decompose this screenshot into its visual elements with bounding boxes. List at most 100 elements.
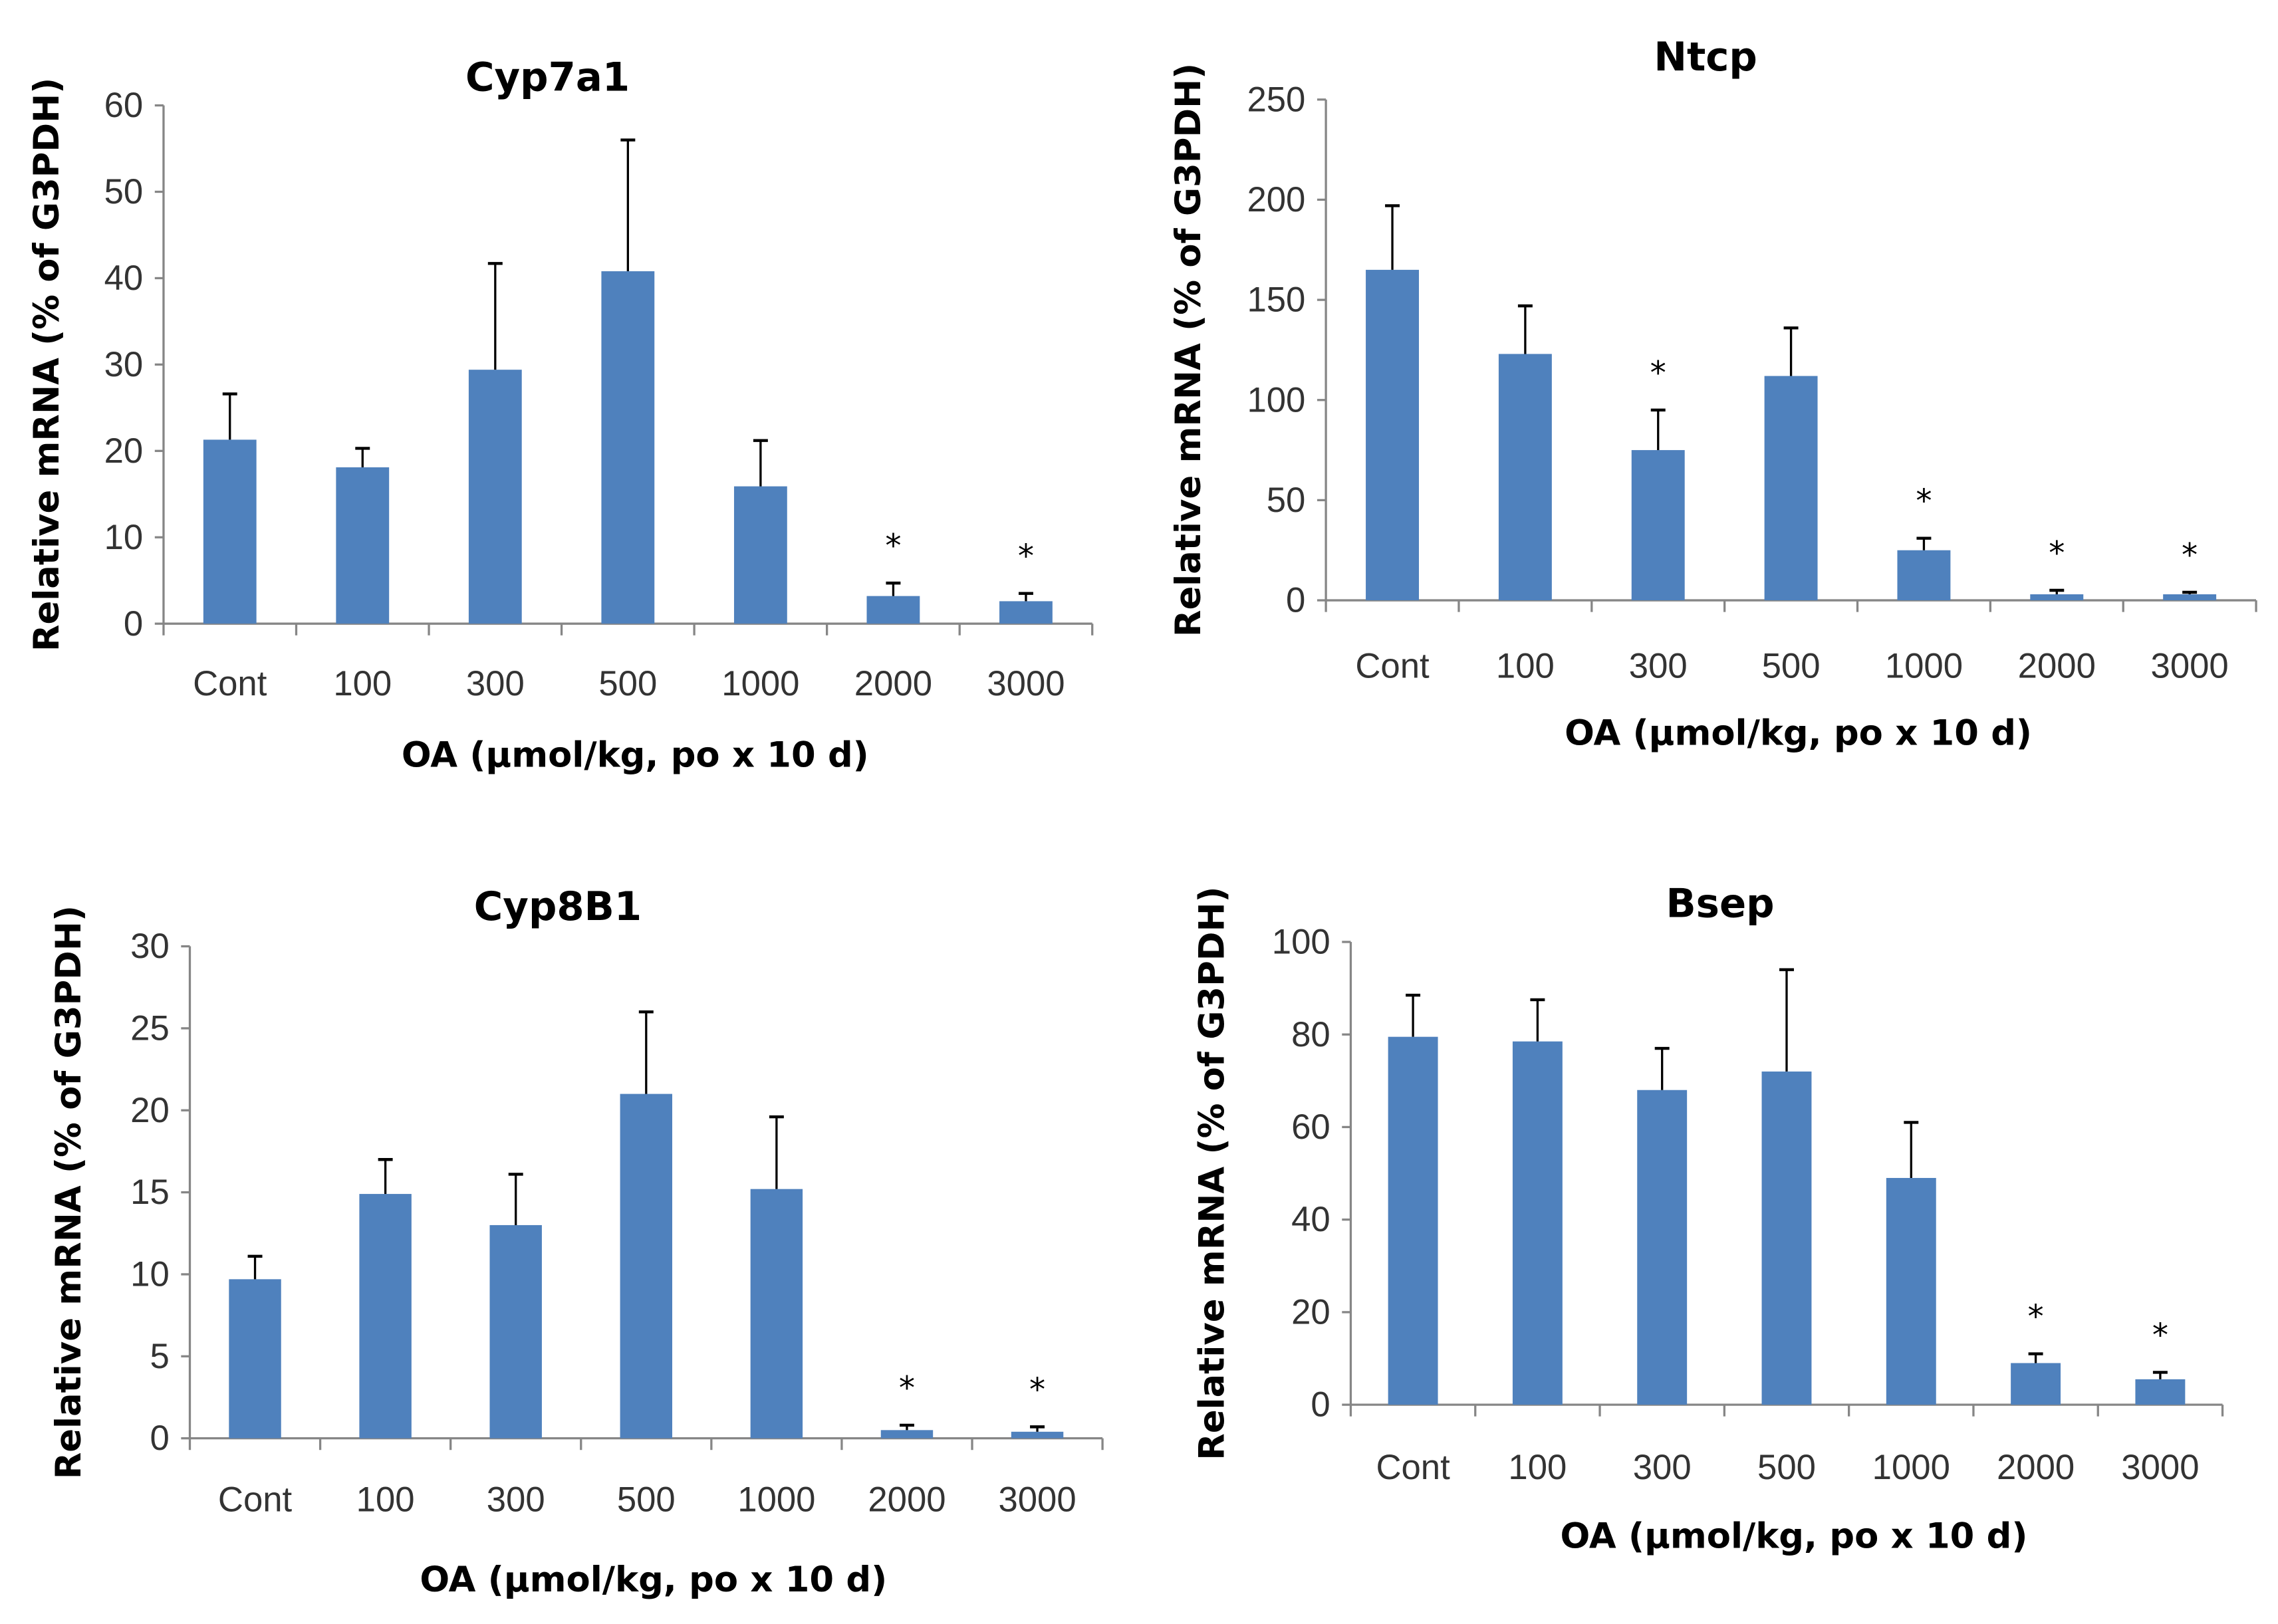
x-tick-label: Cont xyxy=(1355,646,1430,685)
x-tick-label: 3000 xyxy=(998,1480,1076,1519)
bar-500 xyxy=(1761,1071,1812,1405)
x-tick-label: 2000 xyxy=(2018,646,2096,685)
x-tick-label: 2000 xyxy=(1997,1448,2075,1487)
chart-cyp7a1: Cyp7a1 0 10 20 30 40 50 60 Cont 100 300 500 1000 2000… xyxy=(27,55,1094,775)
x-tick-label: 3000 xyxy=(2121,1448,2199,1487)
chart-cyp8b1: Cyp8B1 0 5 10 15 20 25 30 Cont 100 300 500 1000 2000 *… xyxy=(49,883,1104,1600)
y-tick-label: 20 xyxy=(130,1091,170,1130)
y-tick-label: 0 xyxy=(124,604,143,643)
x-tick-label: 3000 xyxy=(2151,646,2229,685)
significance-marker: * xyxy=(899,1369,915,1407)
y-tick-label: 200 xyxy=(1247,180,1305,219)
y-tick-label: 40 xyxy=(104,259,144,298)
x-tick-label: 2000 xyxy=(854,664,932,703)
bar-100 xyxy=(359,1194,412,1439)
significance-marker: * xyxy=(2049,534,2065,572)
bar-500 xyxy=(601,271,655,624)
significance-marker: * xyxy=(1018,538,1034,575)
bar-cont xyxy=(1366,269,1420,601)
y-axis-label: Relative mRNA (% of G3PDH) xyxy=(49,905,89,1479)
bar-1000 xyxy=(1886,1178,1936,1405)
y-tick-label: 150 xyxy=(1247,281,1305,320)
significance-marker: * xyxy=(1650,354,1666,392)
bar-cont xyxy=(229,1279,281,1439)
y-axis-label: Relative mRNA (% of G3PDH) xyxy=(1192,886,1232,1460)
bar-1000 xyxy=(1897,550,1951,601)
x-tick-label: 1000 xyxy=(1872,1448,1950,1487)
bar-300 xyxy=(1637,1090,1688,1405)
x-tick-label: 100 xyxy=(333,664,392,703)
y-tick-label: 40 xyxy=(1291,1200,1330,1239)
bar-2000 xyxy=(880,1430,934,1439)
significance-marker: * xyxy=(1916,483,1932,520)
y-tick-label: 30 xyxy=(104,345,144,384)
y-tick-label: 10 xyxy=(104,518,144,557)
y-tick-label: 0 xyxy=(150,1419,169,1458)
y-tick-label: 60 xyxy=(104,86,144,125)
x-tick-label: 1000 xyxy=(721,664,799,703)
y-tick-label: 5 xyxy=(150,1337,169,1376)
chart-title: Bsep xyxy=(1666,881,1775,927)
x-tick-label: 100 xyxy=(356,1480,415,1519)
bar-1000 xyxy=(750,1189,803,1439)
y-tick-label: 20 xyxy=(104,431,144,471)
x-axis-label: OA (µmol/kg, po x 10 d) xyxy=(1565,713,2032,753)
chart-ntcp: Ntcp 0 50 100 150 200 250 Cont 100 300 * 500 1000 * 20… xyxy=(1168,34,2257,753)
y-axis-label: Relative mRNA (% of G3PDH) xyxy=(27,78,67,651)
x-tick-label: Cont xyxy=(218,1480,293,1519)
y-tick-label: 50 xyxy=(1267,481,1306,520)
bar-300 xyxy=(1631,450,1685,601)
x-tick-label: Cont xyxy=(193,664,267,703)
bar-1000 xyxy=(733,486,787,624)
chart-title: Ntcp xyxy=(1654,34,1757,80)
x-tick-label: 300 xyxy=(1629,646,1688,685)
bar-2000 xyxy=(866,596,920,624)
x-tick-label: 100 xyxy=(1496,646,1555,685)
x-tick-label: 100 xyxy=(1508,1448,1567,1487)
bar-100 xyxy=(1498,354,1552,601)
y-tick-label: 50 xyxy=(104,172,144,211)
x-axis-label: OA (µmol/kg, po x 10 d) xyxy=(420,1560,887,1600)
y-tick-label: 80 xyxy=(1291,1015,1330,1054)
x-tick-label: Cont xyxy=(1376,1448,1450,1487)
significance-marker: * xyxy=(2028,1298,2044,1335)
x-tick-label: 1000 xyxy=(1885,646,1963,685)
bar-100 xyxy=(1512,1041,1563,1405)
significance-marker: * xyxy=(2152,1317,2168,1354)
x-tick-label: 1000 xyxy=(737,1480,815,1519)
x-tick-label: 500 xyxy=(1757,1448,1816,1487)
y-tick-label: 100 xyxy=(1272,923,1330,962)
x-tick-label: 500 xyxy=(598,664,657,703)
bar-3000 xyxy=(2163,594,2217,601)
bar-500 xyxy=(620,1094,673,1439)
x-tick-label: 500 xyxy=(1762,646,1821,685)
significance-marker: * xyxy=(1029,1371,1045,1409)
significance-marker: * xyxy=(885,528,901,565)
y-tick-label: 250 xyxy=(1247,80,1305,119)
y-tick-label: 0 xyxy=(1311,1385,1330,1425)
bar-2000 xyxy=(2011,1363,2061,1405)
y-tick-label: 20 xyxy=(1291,1292,1330,1332)
bar-3000 xyxy=(1011,1431,1064,1439)
x-tick-label: 300 xyxy=(466,664,525,703)
y-tick-label: 0 xyxy=(1286,581,1305,620)
bar-500 xyxy=(1764,376,1818,601)
x-tick-label: 500 xyxy=(617,1480,676,1519)
y-axis-label: Relative mRNA (% of G3PDH) xyxy=(1168,63,1209,637)
x-tick-label: 2000 xyxy=(868,1480,946,1519)
x-axis-label: OA (µmol/kg, po x 10 d) xyxy=(1561,1516,2028,1556)
bar-3000 xyxy=(999,601,1053,624)
x-tick-label: 300 xyxy=(1633,1448,1692,1487)
x-tick-label: 3000 xyxy=(987,664,1065,703)
bar-cont xyxy=(1388,1036,1438,1405)
bar-300 xyxy=(489,1224,542,1439)
chart-title: Cyp8B1 xyxy=(474,883,642,929)
x-axis-label: OA (µmol/kg, po x 10 d) xyxy=(402,735,869,775)
chart-bsep: Bsep 0 20 40 60 80 100 Cont 100 300 500 1000 2000 * 30… xyxy=(1192,881,2224,1556)
bar-cont xyxy=(203,439,257,624)
significance-marker: * xyxy=(2182,536,2198,574)
chart-title: Cyp7a1 xyxy=(465,55,630,100)
x-tick-label: 300 xyxy=(487,1480,545,1519)
bar-3000 xyxy=(2135,1379,2186,1405)
